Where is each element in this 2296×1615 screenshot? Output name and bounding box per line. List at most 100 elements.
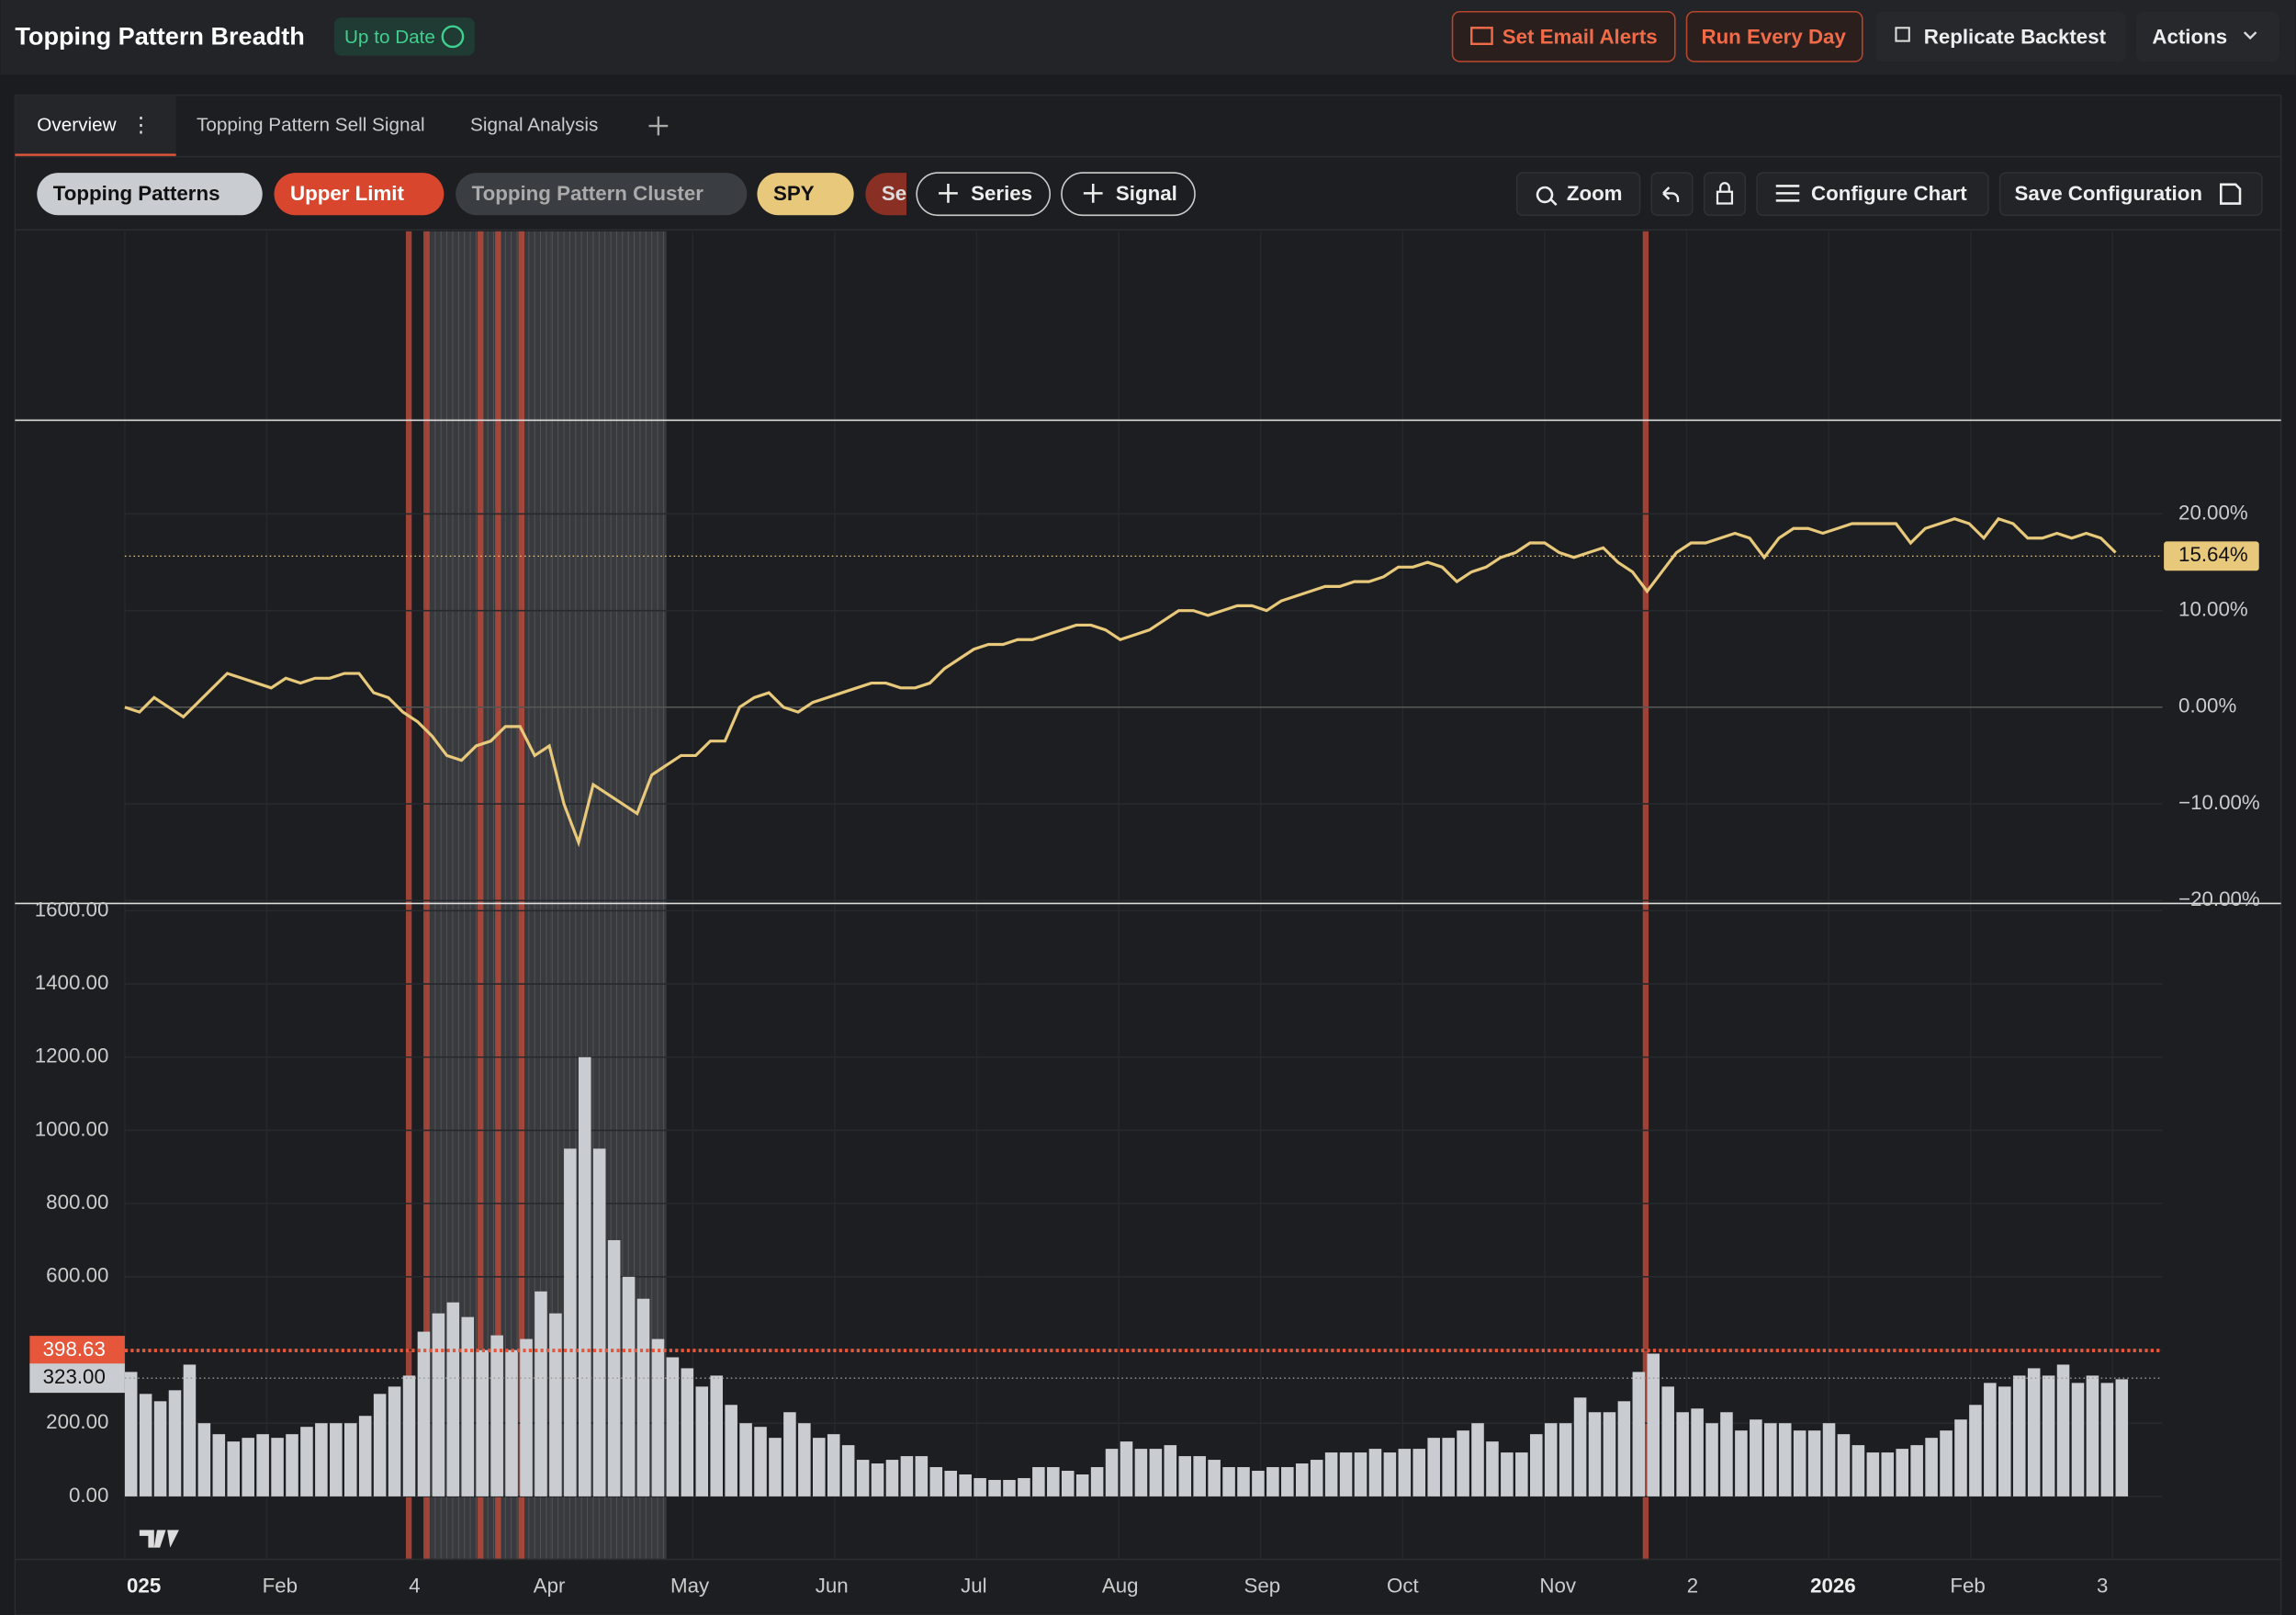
bar [242, 1438, 254, 1496]
bar [2071, 1383, 2085, 1496]
toolbar-button[interactable] [916, 172, 1052, 217]
bar [461, 1316, 475, 1496]
bar [1398, 1449, 1412, 1496]
toolbar-label: Configure Chart [1811, 182, 1967, 205]
bar [1134, 1449, 1148, 1496]
bar [1310, 1460, 1323, 1496]
x-tick-label: Oct [1387, 1575, 1419, 1598]
y-tick-label: 20.00% [2178, 501, 2248, 524]
bar [197, 1423, 211, 1496]
icon [2220, 183, 2242, 205]
bar [695, 1386, 709, 1496]
bar [1940, 1430, 1953, 1496]
spy-line [124, 516, 2117, 848]
x-tick-label: 025 [127, 1575, 161, 1598]
x-tick-label: May [670, 1575, 710, 1598]
bar [710, 1375, 723, 1496]
actions-button[interactable] [2135, 11, 2280, 62]
bar [1075, 1474, 1089, 1496]
bar [636, 1298, 650, 1496]
bar [1018, 1477, 1030, 1496]
bar [841, 1445, 855, 1496]
bar [1778, 1423, 1792, 1496]
bar [388, 1386, 401, 1496]
bar [1632, 1372, 1646, 1496]
chevron [2243, 31, 2257, 40]
y-tick-label: 0.00 [69, 1484, 108, 1507]
tab[interactable]: Topping Pattern Sell Signal [197, 115, 425, 136]
tab[interactable]: Overview [37, 115, 116, 136]
bar [915, 1456, 929, 1496]
series-chip[interactable] [37, 173, 263, 216]
bar [798, 1423, 811, 1496]
add-tab[interactable] [648, 116, 669, 136]
bar [490, 1335, 503, 1496]
bar [535, 1291, 547, 1496]
bar [1295, 1463, 1309, 1496]
bar [343, 1423, 357, 1496]
bar [124, 1372, 138, 1496]
y-tick-label: 1000.00 [35, 1117, 109, 1140]
bar [871, 1463, 884, 1496]
bar [1837, 1434, 1851, 1496]
run-button[interactable] [1685, 10, 1863, 62]
bar [681, 1368, 694, 1496]
toolbar-label: Signal [1116, 182, 1177, 205]
toolbar-button[interactable] [1756, 172, 1989, 217]
bar [1178, 1456, 1192, 1496]
bar [1003, 1479, 1016, 1496]
bar [505, 1350, 518, 1496]
bar [402, 1375, 416, 1496]
x-tick-label: 2 [1687, 1575, 1698, 1598]
bar [1515, 1452, 1528, 1496]
bar [1368, 1449, 1382, 1496]
x-tick-label: Feb [263, 1575, 298, 1598]
tab[interactable]: Signal Analysis [470, 115, 598, 136]
series-chip[interactable] [274, 173, 445, 216]
bar [1208, 1460, 1221, 1496]
bar [1471, 1423, 1484, 1496]
bar [1881, 1452, 1895, 1496]
active-tab[interactable] [15, 95, 176, 157]
bar [827, 1434, 840, 1496]
bar [725, 1405, 737, 1496]
y-tick-label: −20.00% [2178, 887, 2260, 910]
bar [885, 1460, 899, 1496]
bar [1193, 1456, 1206, 1496]
x-tick-label: Aug [1102, 1575, 1139, 1598]
chips: Topping Patterns Upper Limit Topping Patte… [37, 173, 953, 216]
bar [1544, 1423, 1558, 1496]
bar [739, 1423, 752, 1496]
bar [1120, 1441, 1133, 1496]
chip-label: Topping Pattern Cluster [472, 182, 704, 205]
bar [1866, 1452, 1880, 1496]
series-chip[interactable] [456, 173, 748, 216]
bar [1896, 1449, 1908, 1496]
series-chip[interactable] [865, 173, 953, 216]
lock-button[interactable] [1703, 172, 1747, 217]
bar [432, 1313, 445, 1496]
toolbar-label: Zoom [1567, 182, 1623, 205]
icon [1662, 186, 1680, 202]
bar [1793, 1430, 1806, 1496]
signal-line [1642, 231, 1649, 1560]
icon [1775, 185, 1800, 202]
x-tick-label: Jun [816, 1575, 849, 1598]
bar [520, 1338, 533, 1496]
tab-menu[interactable]: ⋮ [130, 113, 151, 136]
last-value-badge [29, 1363, 125, 1394]
toolbar-button[interactable] [1998, 172, 2263, 217]
signal-line [405, 231, 412, 1560]
toolbar-button[interactable] [1515, 172, 1641, 217]
replicate-button[interactable] [1875, 11, 2126, 62]
bar [1149, 1449, 1163, 1496]
bar [1984, 1383, 1997, 1496]
bar [183, 1364, 197, 1496]
email-button[interactable] [1451, 10, 1676, 62]
series-chip[interactable] [757, 173, 854, 216]
bar [2056, 1364, 2070, 1496]
signal-line [518, 231, 525, 1560]
toolbar-button[interactable] [1061, 172, 1196, 217]
bar [1164, 1445, 1177, 1496]
